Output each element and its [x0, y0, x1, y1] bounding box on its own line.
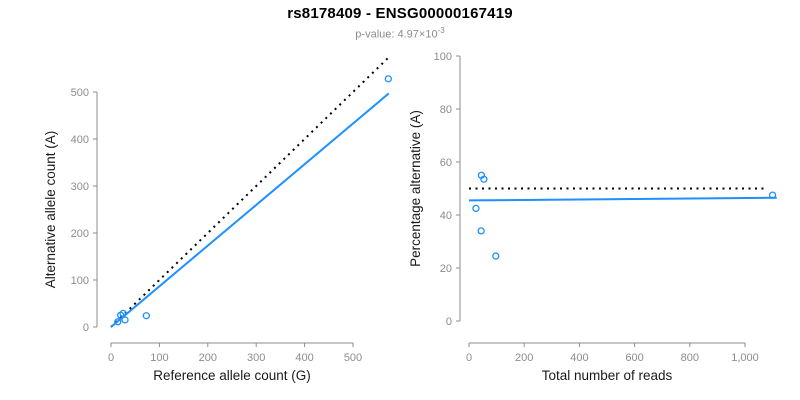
y-axis-label: Percentage alternative (A) [410, 110, 423, 267]
x-tick-label: 0 [466, 352, 472, 364]
y-tick-label: 500 [71, 87, 89, 99]
y-tick-label: 100 [71, 275, 89, 287]
pvalue-exponent: -3 [437, 26, 445, 35]
identity-line [110, 57, 389, 328]
x-tick-label: 0 [108, 352, 114, 364]
data-point [384, 75, 392, 83]
x-tick-label: 400 [295, 352, 313, 364]
data-point [492, 252, 500, 260]
y-tick-label: 80 [440, 104, 452, 116]
percentage-vs-reads-scatter-plot: 0 200 400 600 800 1,000 0 20 40 60 80 100 Total numb… [410, 51, 777, 383]
data-point [768, 191, 777, 199]
data-point [480, 175, 488, 183]
x-tick-label: 100 [150, 352, 168, 364]
x-tick-label: 500 [344, 352, 362, 364]
y-tick-label: 100 [434, 51, 452, 63]
data-point [477, 227, 485, 235]
x-tick-label: 1,000 [731, 352, 759, 364]
x-axis-label: Reference allele count (G) [153, 368, 311, 383]
allele-count-scatter-plot: 0 100 200 300 400 500 0 100 200 300 400 500 Referenc… [43, 57, 392, 383]
y-tick-label: 200 [71, 228, 89, 240]
x-axis-label: Total number of reads [542, 368, 673, 383]
y-tick-label: 0 [446, 316, 452, 328]
y-tick-label: 40 [440, 210, 452, 222]
data-point [142, 312, 150, 320]
x-tick-label: 200 [199, 352, 217, 364]
x-tick-label: 600 [625, 352, 643, 364]
x-tick-label: 800 [681, 352, 699, 364]
y-axis-label: Alternative allele count (A) [43, 131, 58, 289]
regression-line [110, 92, 390, 328]
x-tick-label: 400 [570, 352, 588, 364]
x-tick-label: 200 [515, 352, 533, 364]
data-point [472, 204, 480, 213]
chart-subtitle: p-value: 4.97×10-3 [0, 26, 800, 41]
y-tick-label: 60 [440, 157, 452, 169]
regression-line [468, 196, 777, 202]
x-tick-label: 300 [247, 352, 265, 364]
data-point [119, 309, 127, 318]
pvalue-text: p-value: 4.97×10 [355, 28, 438, 41]
y-tick-label: 300 [71, 181, 89, 193]
data-point [121, 316, 129, 324]
chart-title: rs8178409 - ENSG00000167419 [287, 5, 513, 22]
data-point [114, 318, 122, 326]
y-tick-label: 0 [83, 322, 89, 334]
y-tick-label: 20 [440, 263, 452, 275]
y-tick-label: 400 [71, 134, 89, 146]
